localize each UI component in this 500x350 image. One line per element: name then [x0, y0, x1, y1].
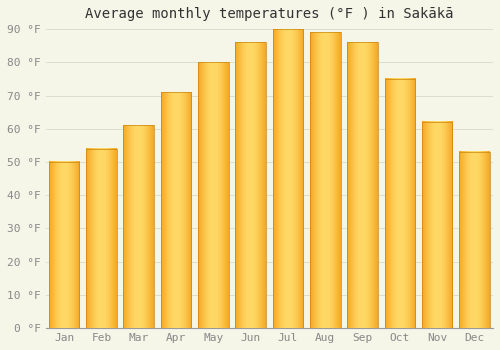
Bar: [198, 62, 228, 328]
Bar: [236, 42, 266, 328]
Bar: [347, 42, 378, 328]
Bar: [384, 79, 415, 328]
Bar: [49, 162, 80, 328]
Bar: [310, 33, 340, 328]
Bar: [459, 152, 490, 328]
Bar: [86, 149, 117, 328]
Bar: [161, 92, 192, 328]
Bar: [124, 125, 154, 328]
Bar: [422, 122, 452, 328]
Bar: [272, 29, 303, 328]
Title: Average monthly temperatures (°F ) in Sakākā: Average monthly temperatures (°F ) in Sa…: [85, 7, 454, 21]
